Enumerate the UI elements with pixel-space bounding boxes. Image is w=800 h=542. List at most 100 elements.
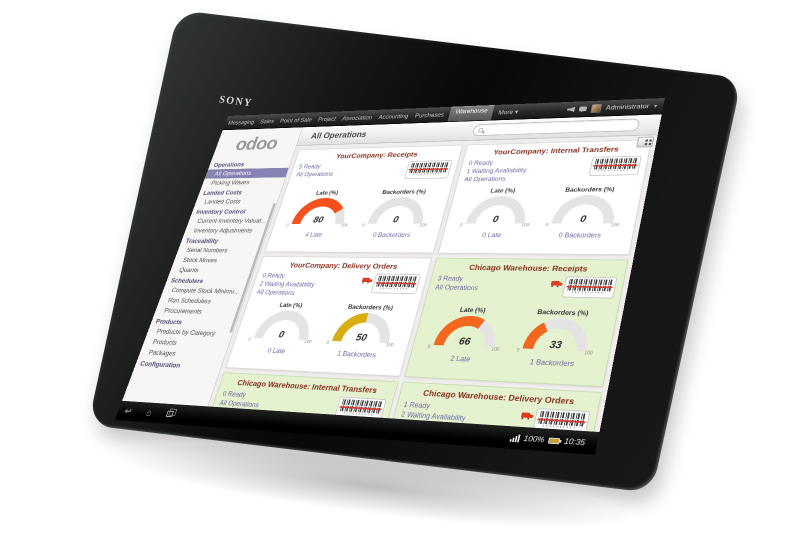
gauge-footer-link[interactable]: 0 Late [266, 346, 287, 355]
menu-item-purchases[interactable]: Purchases [414, 111, 445, 119]
gauge-label: Late (%) [278, 301, 304, 309]
gauge-min: 0 [545, 223, 549, 228]
gauge-arc: 50 [332, 312, 398, 344]
announcement-icon[interactable] [567, 107, 576, 113]
card-info: 3 Ready All Operations [431, 274, 618, 308]
card-link-all-operations[interactable]: All Operations [434, 283, 480, 292]
odoo-logo: odoo [232, 133, 281, 155]
gauge-max: 100 [490, 347, 500, 353]
kanban-view-button[interactable] [636, 136, 655, 148]
gauge-label: Late (%) [315, 189, 340, 197]
truck-icon [361, 277, 371, 283]
truck-icon [550, 280, 560, 286]
gauge-backorders: Backorders (%) 0 0 100 0 Backorders [534, 185, 636, 240]
status-cluster: 100% 10:35 [509, 433, 598, 449]
gauge-row: Late (%) 80 0 100 4 Late Backorders (%) 0 0 100 0… [275, 188, 445, 239]
kanban-card-yourcompany-delivery-orders[interactable]: YourCompany: Delivery Orders 0 Ready 2 Wai… [225, 256, 433, 377]
messages-icon[interactable] [578, 106, 588, 112]
card-links: 0 Ready 2 Waiting Availability All Operati… [255, 271, 319, 300]
barcode-icon [404, 160, 453, 180]
gauge-label: Late (%) [489, 186, 517, 195]
gauge-max: 100 [339, 223, 349, 228]
avatar[interactable] [590, 103, 603, 113]
view-switcher [636, 136, 655, 148]
card-info: 0 Ready 1 Waiting Availability All Operati… [463, 155, 642, 186]
gauge-footer-link[interactable]: 0 Backorders [557, 231, 602, 239]
gauge-scale: 0 100 [286, 224, 349, 228]
search-icon [477, 127, 484, 133]
gauge-footer-link[interactable]: 2 Late [449, 354, 472, 364]
card-icons [356, 273, 422, 303]
sidebar-item-inventory-adjustments[interactable]: Inventory Adjustments [192, 227, 254, 235]
gauge-min: 0 [459, 223, 463, 228]
menu-item-association[interactable]: Association [341, 113, 374, 122]
gauge-min: 0 [285, 223, 290, 228]
kanban-card-yourcompany-receipts[interactable]: YourCompany: Receipts 5 Ready All Operatio… [264, 144, 464, 254]
gauge-footer-link[interactable]: 1 Backorders [529, 357, 575, 368]
gauge-backorders: Backorders (%) 50 0 100 1 Backorders [315, 302, 413, 360]
battery-icon [548, 437, 561, 444]
sidebar-section-inventory-control: Inventory Control [195, 208, 247, 216]
card-link-all-operations[interactable]: All Operations [255, 288, 296, 297]
page-title: All Operations [309, 129, 368, 141]
gauge-label: Backorders (%) [564, 185, 616, 194]
gauge-min: 0 [361, 223, 366, 228]
search-box [471, 118, 641, 137]
user-menu[interactable]: Administrator [604, 102, 650, 112]
gauge-footer-link[interactable]: 1 Backorders [336, 349, 378, 359]
kanban-card-yourcompany-internal-transfers[interactable]: YourCompany: Internal Transfers 0 Ready 1 … [437, 139, 653, 256]
android-nav: ↩ ⌂ [117, 406, 175, 419]
menu-item-warehouse[interactable]: Warehouse [447, 104, 495, 122]
back-icon[interactable]: ↩ [123, 405, 134, 417]
grid-icon [641, 139, 649, 145]
gauge-arc: 0 [253, 309, 317, 340]
gauge-backorders: Backorders (%) 0 0 100 0 Backorders [351, 188, 445, 239]
card-link-all-operations[interactable]: All Operations [463, 175, 507, 183]
gauge-scale: 0 100 [459, 223, 529, 227]
sidebar-section-traceability: Traceability [184, 237, 220, 245]
gauge-arc: 66 [433, 315, 502, 348]
top-right-cluster: Administrator ▾ [566, 101, 664, 113]
gauge-value: 0 [277, 328, 286, 340]
gauge-min: 0 [325, 340, 330, 346]
home-icon[interactable]: ⌂ [144, 407, 154, 418]
search-input[interactable] [481, 119, 640, 136]
sidebar-item-current-inventory-valuat[interactable]: Current Inventory Valuat... [196, 217, 268, 225]
gauge-label: Backorders (%) [347, 302, 395, 312]
clock: 10:35 [563, 436, 586, 448]
gauge-min: 0 [426, 344, 431, 350]
menu-item-point-of-sale[interactable]: Point of Sale [279, 116, 313, 124]
gauge-label: Backorders (%) [381, 188, 427, 196]
gauge-footer-link[interactable]: 4 Late [304, 231, 324, 239]
gauge-arc: 0 [367, 196, 430, 224]
card-icons [546, 276, 618, 308]
truck-icon [520, 412, 531, 418]
battery-percent: 100% [522, 433, 546, 445]
gauge-late: Late (%) 66 0 100 2 Late [415, 305, 518, 366]
gauge-max: 100 [303, 339, 313, 345]
card-link-all-operations[interactable]: All Operations [295, 170, 335, 178]
recent-apps-icon[interactable] [166, 410, 175, 418]
gauge-scale: 0 100 [361, 224, 427, 228]
gauge-row: Late (%) 0 0 100 0 Late Backorders (%) 50 0 100 1… [236, 300, 412, 360]
menu-item-more[interactable]: More ▾ [497, 108, 520, 116]
menu-item-accounting[interactable]: Accounting [377, 112, 410, 120]
card-icons [587, 155, 642, 184]
gauge-footer-link[interactable]: 0 Backorders [371, 231, 412, 239]
card-links: 3 Ready All Operations [431, 274, 481, 305]
gauge-row: Late (%) 0 0 100 0 Late Backorders (%) 0 0 100 0 … [448, 185, 635, 240]
barcode-icon [588, 155, 642, 176]
gauge-footer-link[interactable]: 0 Late [481, 231, 502, 239]
gauge-max: 100 [418, 223, 428, 228]
card-icons [402, 160, 453, 188]
gauge-max: 100 [610, 223, 620, 228]
gauge-scale: 0 100 [545, 223, 619, 227]
gauge-arc: 0 [551, 194, 620, 224]
gauge-row: Late (%) 66 0 100 2 Late Backorders (%) 33 0 100… [415, 305, 610, 370]
gauge-value: 0 [579, 213, 588, 224]
gauge-max: 100 [520, 223, 530, 228]
kanban-card-chicago-warehouse-receipts[interactable]: Chicago Warehouse: Receipts 3 Ready All Op… [404, 257, 629, 388]
gauge-label: Late (%) [459, 305, 487, 315]
gauge-arc: 33 [522, 317, 594, 352]
